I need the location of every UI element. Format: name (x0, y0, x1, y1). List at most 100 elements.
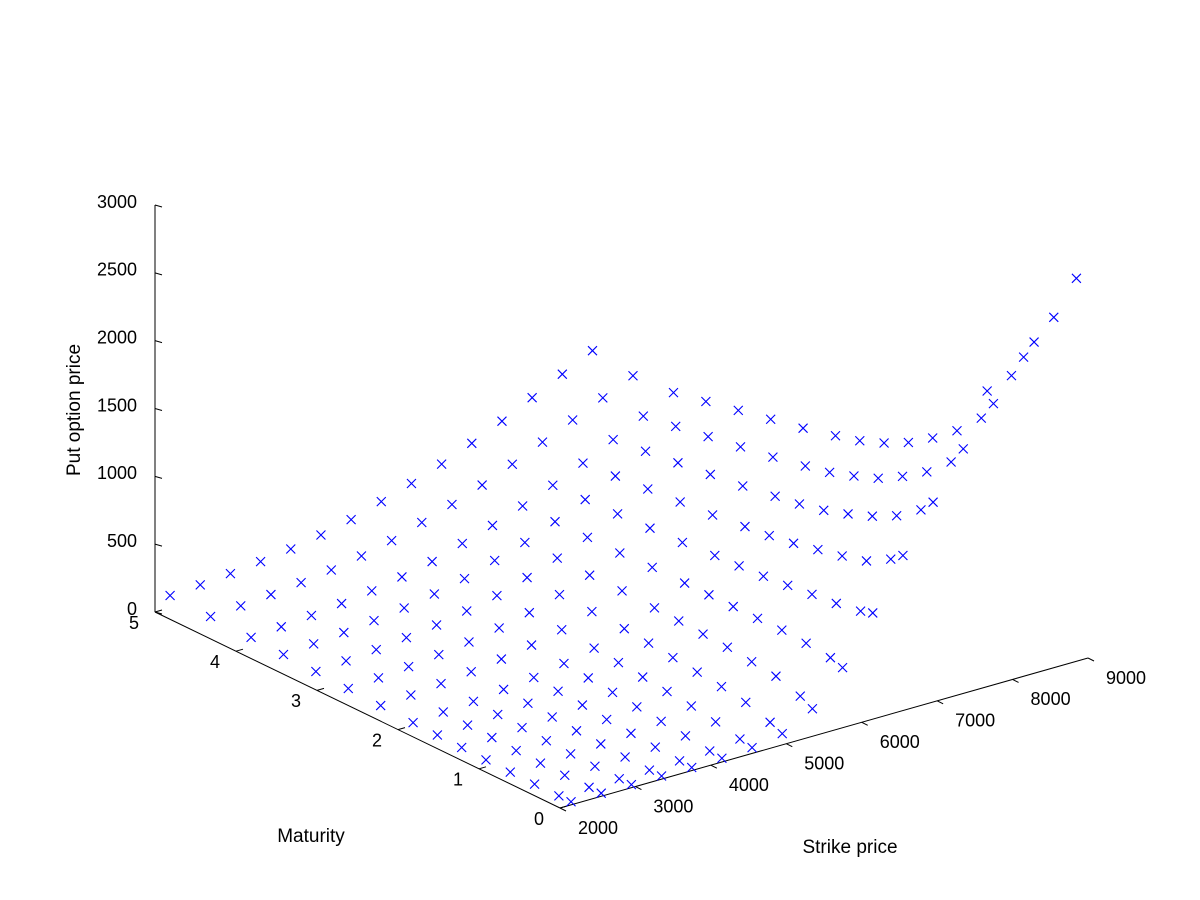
data-point (812, 544, 823, 555)
z-tick-mark (154, 272, 163, 276)
data-point (680, 730, 691, 741)
data-point (496, 654, 507, 664)
data-point (722, 642, 733, 653)
data-point (709, 550, 720, 561)
data-point (526, 640, 537, 650)
data-point (613, 657, 624, 668)
data-point (758, 571, 769, 582)
x-tick-label: 9000 (1106, 668, 1146, 688)
data-point (855, 606, 866, 617)
data-point (735, 734, 745, 744)
x-tick-label: 4000 (729, 775, 769, 795)
data-point (916, 504, 926, 515)
data-point (386, 535, 397, 546)
data-point (541, 735, 552, 746)
data-point (457, 538, 468, 549)
x-axis-label: Strike price (802, 837, 897, 858)
x-tick-mark (635, 786, 642, 791)
data-point (556, 624, 567, 635)
data-point (885, 554, 896, 565)
data-point (620, 752, 630, 762)
data-point (235, 600, 246, 611)
data-point (527, 392, 538, 403)
data-point (566, 796, 576, 807)
data-point (617, 585, 627, 596)
data-point (800, 461, 811, 471)
data-point (376, 496, 387, 507)
data-point (195, 580, 206, 590)
data-point (667, 652, 678, 663)
data-point (867, 511, 878, 522)
x-tick-mark (710, 764, 718, 769)
data-point (837, 662, 848, 673)
data-point (631, 701, 642, 712)
x-tick-mark (786, 743, 793, 748)
data-point (643, 638, 654, 649)
data-point (296, 577, 306, 588)
data-point (557, 369, 568, 380)
data-point (461, 606, 472, 616)
data-point (1071, 273, 1082, 284)
data-point (830, 430, 841, 441)
data-point (765, 717, 775, 728)
data-point (608, 434, 619, 445)
data-point (801, 638, 812, 649)
data-point (686, 701, 697, 711)
data-point (843, 509, 853, 519)
data-point (705, 469, 716, 480)
data-point (462, 720, 473, 730)
data-point (433, 649, 444, 660)
y-tick-mark (478, 766, 487, 770)
data-point (740, 697, 751, 708)
data-point (768, 452, 778, 463)
data-point (638, 411, 649, 421)
x-tick-mark (861, 721, 868, 726)
z-axis-label: Put option price (64, 344, 85, 476)
data-point (849, 471, 859, 481)
data-point (824, 467, 835, 478)
data-point (673, 457, 683, 468)
data-point (492, 709, 503, 720)
y-tick-mark (316, 687, 325, 691)
x-tick-label: 2000 (578, 818, 618, 838)
data-point (436, 678, 446, 689)
data-point (903, 437, 914, 448)
data-point (559, 658, 569, 669)
x-tick-mark (936, 700, 944, 705)
data-point (589, 643, 600, 653)
data-point (927, 433, 938, 443)
data-point (958, 443, 969, 454)
data-point (580, 494, 591, 505)
data-point (628, 370, 638, 381)
data-point (346, 514, 357, 525)
x-tick-label: 7000 (955, 711, 995, 731)
data-point (686, 762, 697, 773)
data-point (276, 621, 287, 632)
data-point (710, 716, 721, 727)
data-point (716, 681, 727, 692)
data-point (619, 623, 630, 634)
data-point (728, 601, 739, 612)
data-point (982, 386, 993, 396)
data-point (640, 446, 651, 457)
data-point (553, 686, 563, 697)
data-point (436, 459, 447, 469)
data-point (752, 613, 763, 624)
data-point (511, 745, 522, 756)
strike-axis-line (559, 657, 1089, 809)
data-point (601, 714, 612, 725)
maturity-axis-line (154, 611, 561, 809)
data-point (891, 510, 902, 521)
data-point (316, 530, 326, 540)
data-point (976, 413, 987, 423)
z-tick-label: 2500 (97, 260, 137, 280)
data-point (477, 480, 488, 490)
z-tick-label: 1500 (97, 395, 137, 415)
data-point (647, 562, 658, 573)
data-point (571, 725, 582, 736)
data-point (921, 467, 932, 477)
data-point (807, 589, 817, 600)
x-tick-mark (1012, 678, 1019, 683)
data-point (278, 649, 289, 660)
